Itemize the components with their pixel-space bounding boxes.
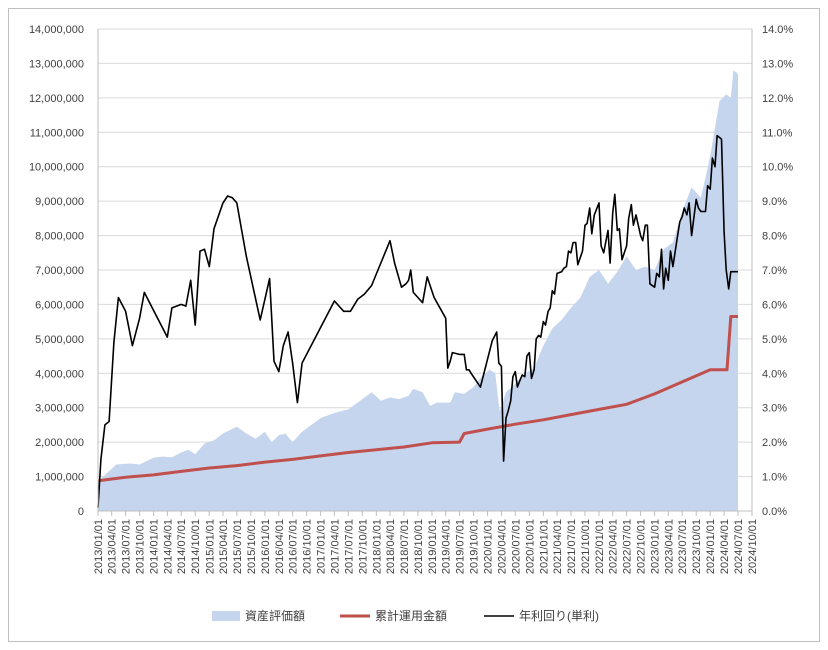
series-area-asset-value bbox=[98, 70, 738, 512]
x-tick-label: 2014/04/01 bbox=[162, 519, 174, 574]
y-right-tick-label: 5.0% bbox=[762, 334, 787, 346]
x-tick-label: 2023/04/01 bbox=[663, 519, 675, 574]
y-right-tick-label: 8.0% bbox=[762, 231, 787, 243]
x-tick-label: 2017/01/01 bbox=[316, 519, 328, 574]
series-line-invested bbox=[97, 315, 738, 483]
x-tick-label: 2013/10/01 bbox=[135, 519, 147, 574]
y-right-tick-label: 14.0% bbox=[762, 24, 793, 36]
x-tick-label: 2017/07/01 bbox=[343, 519, 355, 574]
x-tick-label: 2021/07/01 bbox=[566, 519, 578, 574]
y-left-tick-label: 0 bbox=[78, 506, 84, 518]
y-left-tick-label: 2,000,000 bbox=[35, 437, 84, 449]
x-tick-label: 2022/04/01 bbox=[608, 519, 620, 574]
legend: 資産評価額 累計運用金額 年利回り(単利) bbox=[212, 608, 599, 623]
area-layer bbox=[98, 70, 738, 512]
x-tick-label: 2015/01/01 bbox=[204, 519, 216, 574]
y-left-tick-label: 9,000,000 bbox=[35, 196, 84, 208]
y-right-tick-label: 1.0% bbox=[762, 472, 787, 484]
x-tick-label: 2020/04/01 bbox=[496, 519, 508, 574]
x-tick-label: 2022/01/01 bbox=[594, 519, 606, 574]
x-tick-label: 2016/04/01 bbox=[274, 519, 286, 574]
x-tick-label: 2017/10/01 bbox=[357, 519, 369, 574]
x-tick-label: 2023/10/01 bbox=[691, 519, 703, 574]
x-tick-label: 2024/07/01 bbox=[733, 519, 745, 574]
y-left-tick-label: 13,000,000 bbox=[29, 58, 84, 70]
x-tick-label: 2017/04/01 bbox=[329, 519, 341, 574]
y-right-tick-label: 4.0% bbox=[762, 368, 787, 380]
x-tick-label: 2020/01/01 bbox=[483, 519, 495, 574]
x-tick-label: 2018/01/01 bbox=[371, 519, 383, 574]
x-tick-label: 2020/07/01 bbox=[510, 519, 522, 574]
x-tick-label: 2015/10/01 bbox=[246, 519, 258, 574]
y-right-tick-label: 9.0% bbox=[762, 196, 787, 208]
x-tick-label: 2021/01/01 bbox=[538, 519, 550, 574]
legend-label-yield: 年利回り(単利) bbox=[519, 609, 599, 623]
x-tick-label: 2022/10/01 bbox=[636, 519, 648, 574]
x-tick-label: 2023/07/01 bbox=[677, 519, 689, 574]
y-right-tick-label: 11.0% bbox=[762, 127, 793, 139]
x-tick-label: 2019/01/01 bbox=[427, 519, 439, 574]
line-layer bbox=[97, 134, 738, 508]
x-tick-label: 2015/07/01 bbox=[232, 519, 244, 574]
x-tick-label: 2020/10/01 bbox=[524, 519, 536, 574]
series-line-yield bbox=[97, 134, 738, 508]
y-right-tick-label: 2.0% bbox=[762, 437, 787, 449]
x-tick-label: 2016/01/01 bbox=[260, 519, 272, 574]
y-left-tick-label: 7,000,000 bbox=[35, 265, 84, 277]
x-tick-label: 2018/10/01 bbox=[413, 519, 425, 574]
x-tick-label: 2014/07/01 bbox=[176, 519, 188, 574]
y-axis-left-labels: 0 1,000,000 2,000,000 3,000,000 4,000,000 5,0… bbox=[29, 24, 84, 518]
y-right-tick-label: 12.0% bbox=[762, 93, 793, 105]
y-left-tick-label: 11,000,000 bbox=[30, 127, 84, 139]
y-left-tick-label: 8,000,000 bbox=[35, 231, 84, 243]
y-left-tick-label: 6,000,000 bbox=[35, 299, 84, 311]
x-tick-label: 2018/04/01 bbox=[385, 519, 397, 574]
x-tick-label: 2019/10/01 bbox=[469, 519, 481, 574]
x-tick-label: 2016/10/01 bbox=[302, 519, 314, 574]
y-left-tick-label: 14,000,000 bbox=[29, 24, 84, 36]
x-tick-label: 2022/07/01 bbox=[622, 519, 634, 574]
axes bbox=[97, 29, 753, 516]
legend-label-invested: 累計運用金額 bbox=[375, 608, 447, 623]
x-axis-labels: 2013/01/01 2013/04/01 2013/07/01 2013/10/01… bbox=[93, 519, 759, 574]
x-tick-label: 2024/04/01 bbox=[719, 519, 731, 574]
y-left-tick-label: 1,000,000 bbox=[35, 472, 84, 484]
x-tick-label: 2019/04/01 bbox=[441, 519, 453, 574]
y-right-tick-label: 3.0% bbox=[762, 403, 787, 415]
x-tick-label: 2023/01/01 bbox=[650, 519, 662, 574]
chart-frame bbox=[8, 8, 820, 642]
y-right-tick-label: 7.0% bbox=[762, 265, 787, 277]
y-left-tick-label: 3,000,000 bbox=[35, 403, 84, 415]
x-tick-label: 2013/01/01 bbox=[93, 519, 105, 574]
x-tick-label: 2019/07/01 bbox=[455, 519, 467, 574]
y-right-tick-label: 13.0% bbox=[762, 58, 793, 70]
y-left-tick-label: 10,000,000 bbox=[29, 162, 84, 174]
x-tick-label: 2014/01/01 bbox=[149, 519, 161, 574]
y-right-tick-label: 0.0% bbox=[762, 506, 787, 518]
x-tick-label: 2024/01/01 bbox=[705, 519, 717, 574]
x-tick-label: 2014/10/01 bbox=[190, 519, 202, 574]
y-right-tick-label: 10.0% bbox=[762, 162, 793, 174]
y-right-tick-label: 6.0% bbox=[762, 299, 787, 311]
x-tick-label: 2021/04/01 bbox=[552, 519, 564, 574]
x-tick-label: 2024/10/01 bbox=[747, 519, 759, 574]
x-tick-label: 2013/07/01 bbox=[121, 519, 133, 574]
x-tick-label: 2018/07/01 bbox=[399, 519, 411, 574]
y-left-tick-label: 4,000,000 bbox=[35, 368, 84, 380]
legend-label-asset-value: 資産評価額 bbox=[245, 608, 305, 623]
y-left-tick-label: 12,000,000 bbox=[29, 93, 84, 105]
y-axis-right-labels: 0.0% 1.0% 2.0% 3.0% 4.0% 5.0% 6.0% 7.0% 8.0% 9.0%… bbox=[762, 24, 793, 518]
x-tick-label: 2015/04/01 bbox=[218, 519, 230, 574]
legend-swatch-asset-value bbox=[212, 611, 240, 621]
y-left-tick-label: 5,000,000 bbox=[35, 334, 84, 346]
x-tick-label: 2021/10/01 bbox=[580, 519, 592, 574]
x-tick-label: 2016/07/01 bbox=[288, 519, 300, 574]
x-tick-label: 2013/04/01 bbox=[107, 519, 119, 574]
